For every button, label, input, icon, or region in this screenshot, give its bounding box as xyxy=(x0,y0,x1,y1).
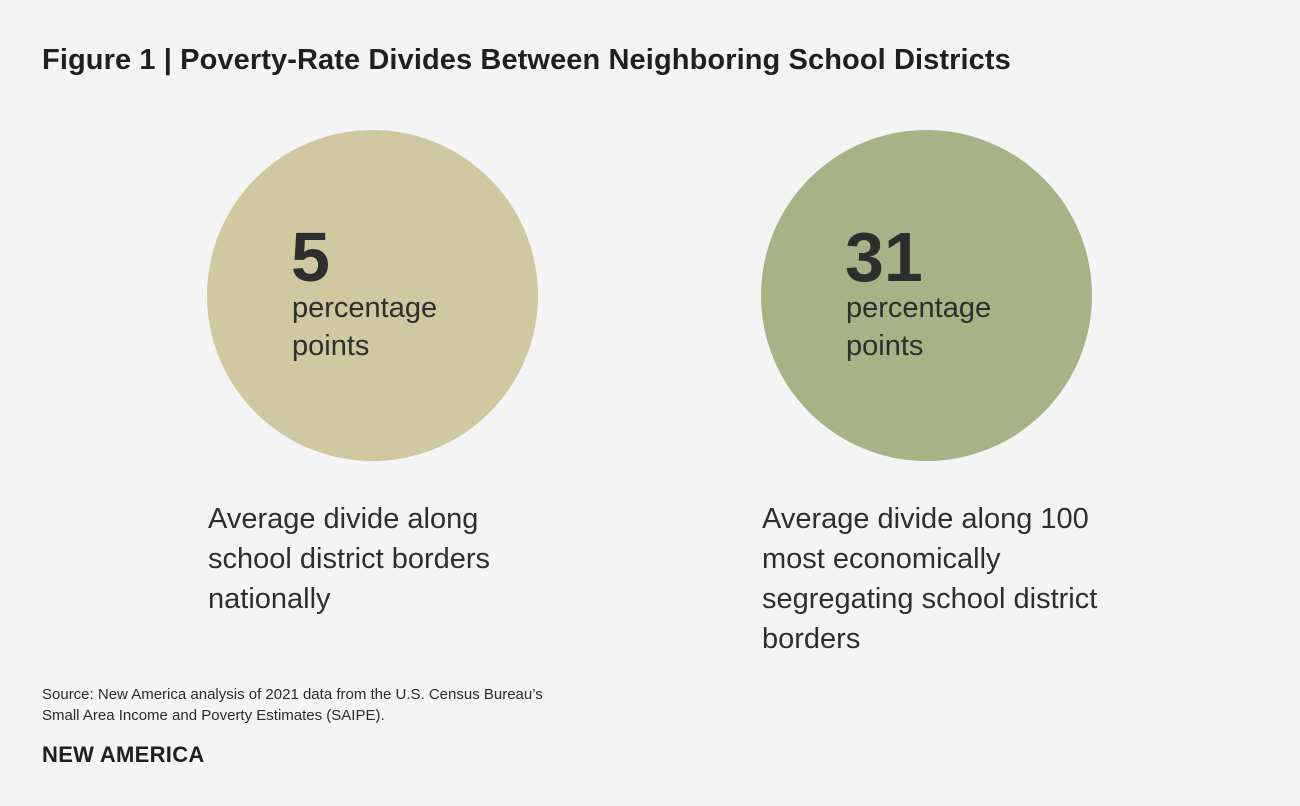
source-note: Source: New America analysis of 2021 dat… xyxy=(42,684,602,726)
stat-unit-top100: percentage points xyxy=(846,289,1066,365)
stat-value-national: 5 xyxy=(291,218,330,296)
stat-unit-line2: points xyxy=(292,330,370,362)
stat-value-top100: 31 xyxy=(845,218,923,296)
stat-circle-top100 xyxy=(761,130,1092,461)
stat-unit-line1: percentage xyxy=(292,292,438,324)
figure-title: Figure 1 | Poverty-Rate Divides Between … xyxy=(42,44,1011,76)
source-line-2: Small Area Income and Poverty Estimates … xyxy=(42,707,385,724)
stat-caption-national: Average divide along school district bor… xyxy=(208,503,491,615)
stat-unit-line1: percentage xyxy=(846,292,992,324)
source-line-1: Source: New America analysis of 2021 dat… xyxy=(42,686,543,703)
stat-unit-line2: points xyxy=(846,330,924,362)
stat-unit-national: percentage points xyxy=(292,289,512,365)
stat-circle-national xyxy=(207,130,538,461)
stat-caption-top100: Average divide along 100 most economical… xyxy=(762,503,1098,655)
brand-logo-text: NEW AMERICA xyxy=(42,742,205,767)
